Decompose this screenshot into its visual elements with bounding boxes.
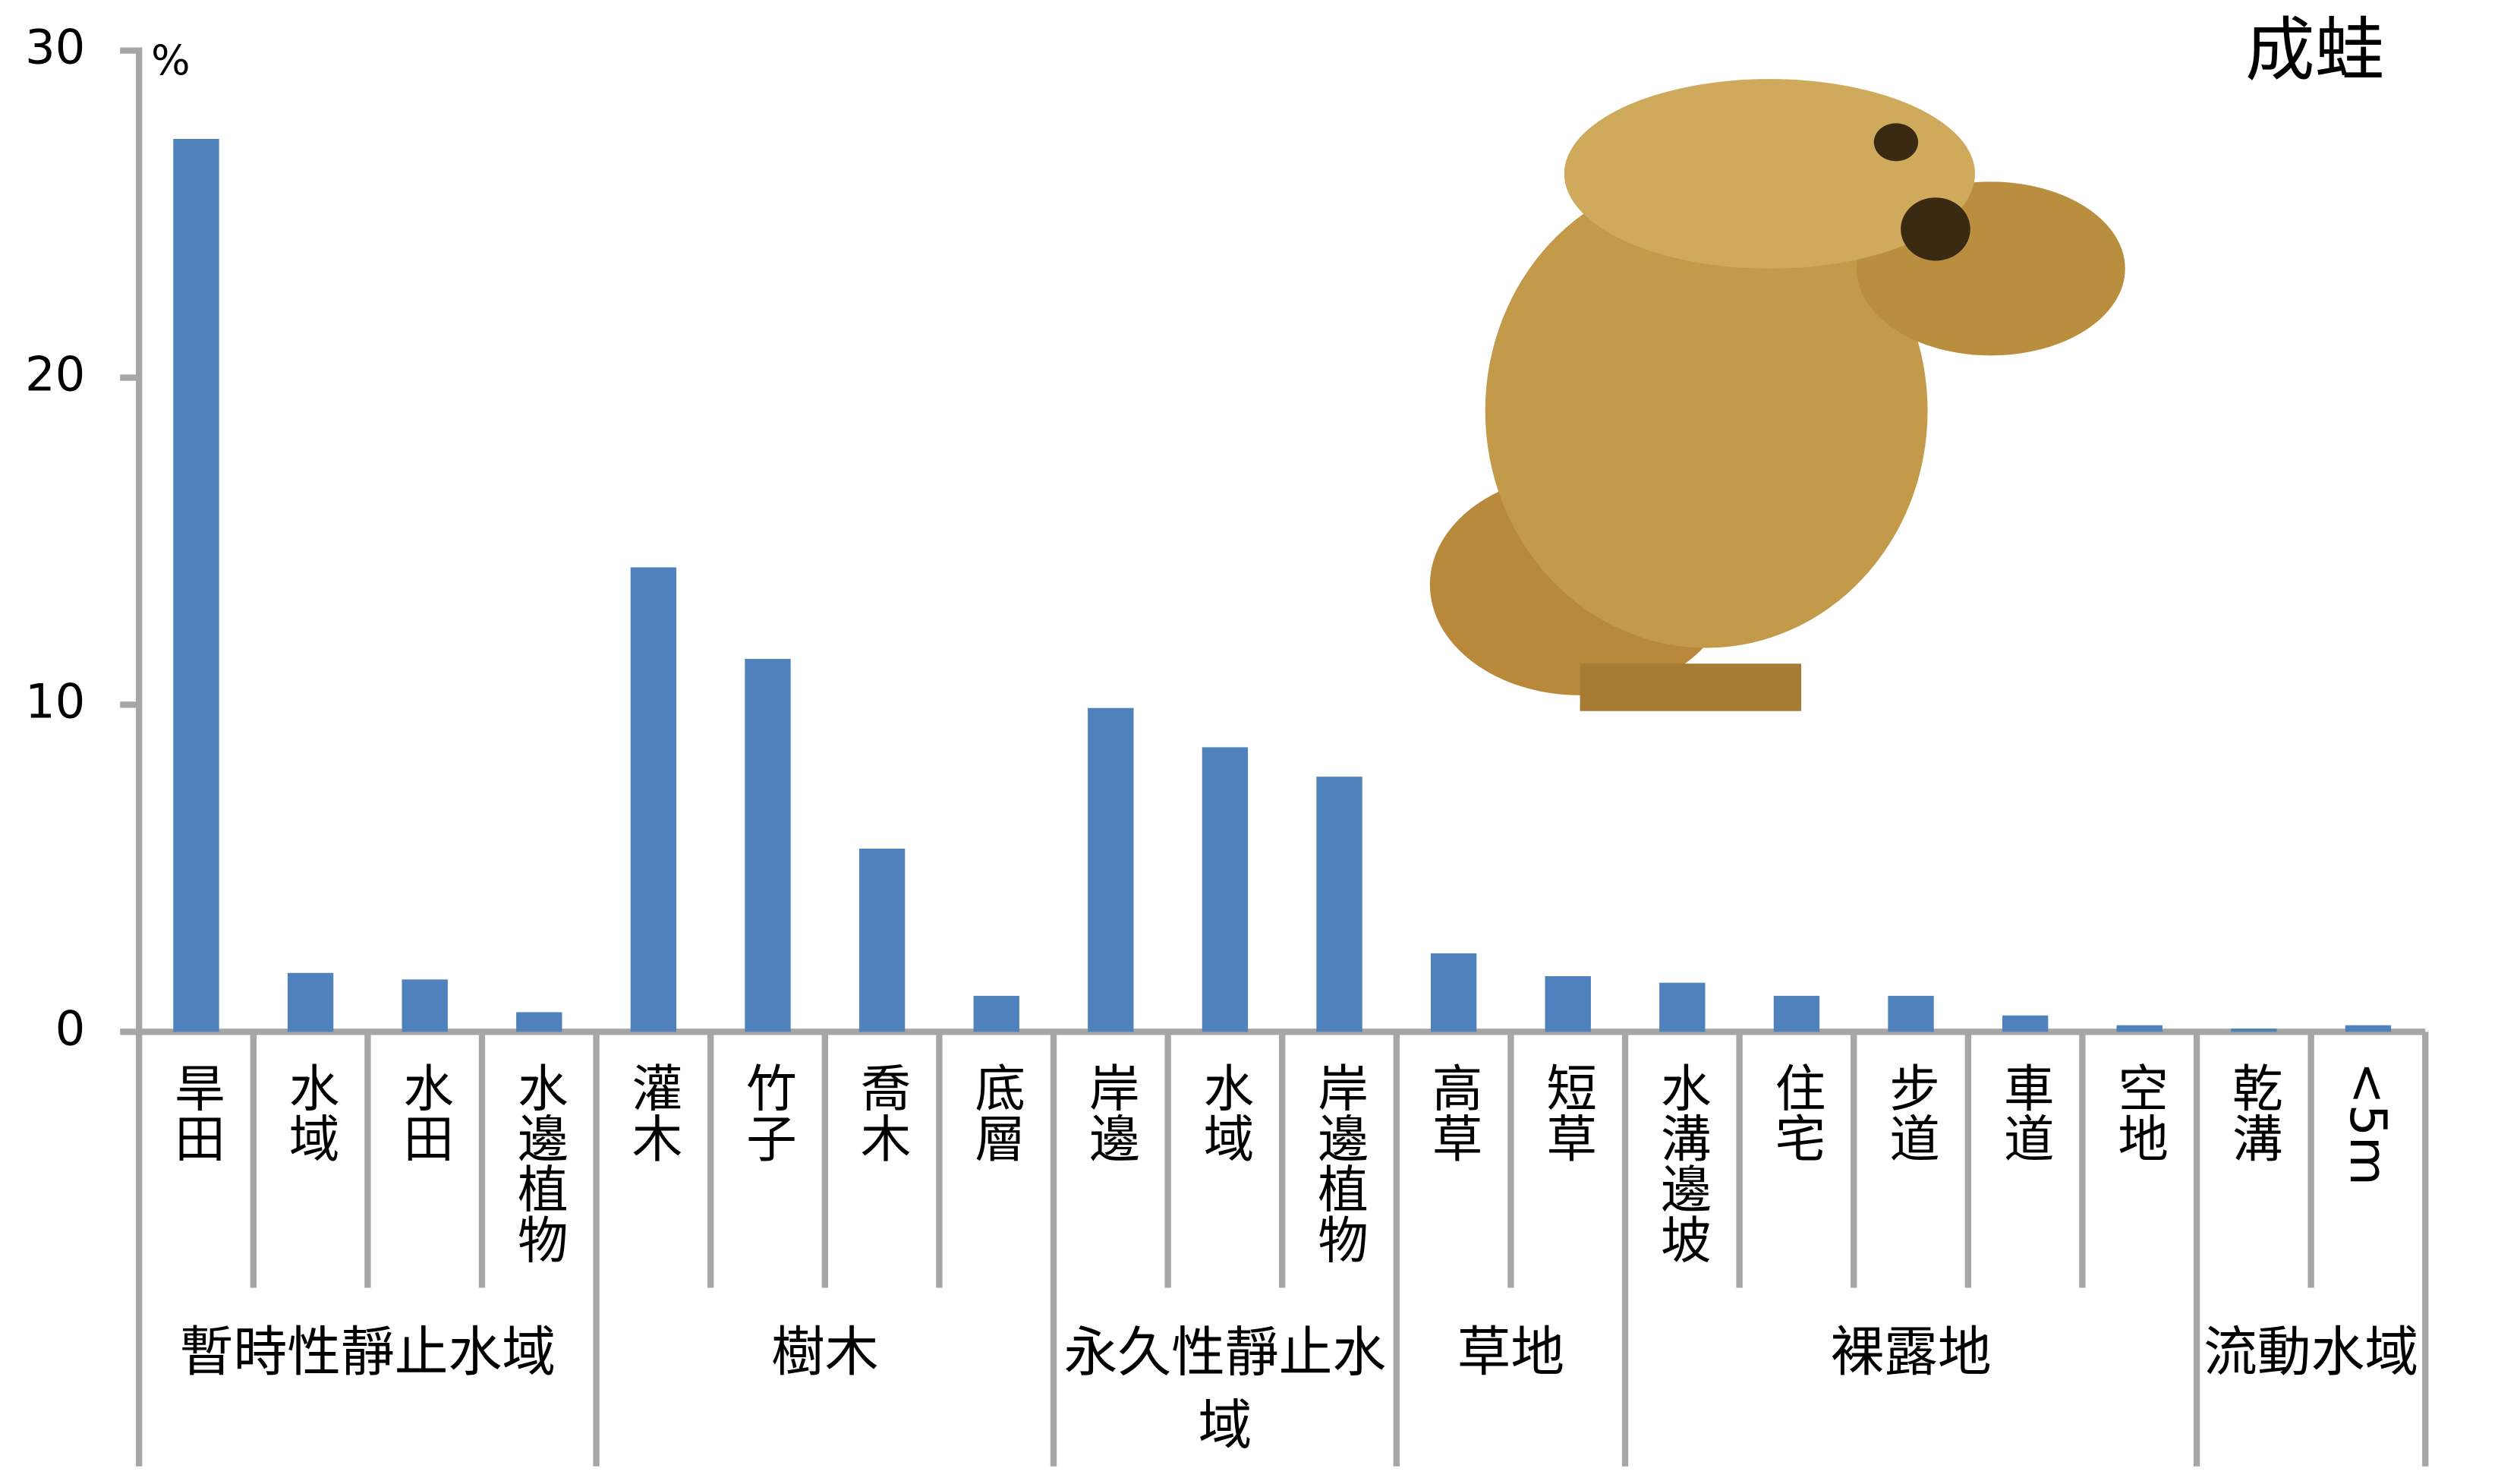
y-tick-label: 20 — [25, 347, 85, 402]
x-tick-label: 水域 — [281, 1062, 340, 1163]
x-tick-label: 乾溝 — [2224, 1062, 2283, 1163]
x-tick-label: 底層 — [967, 1062, 1026, 1163]
bar — [630, 567, 677, 1032]
x-tick-label: 岸邊 — [1081, 1062, 1140, 1163]
y-tick-label: 10 — [25, 673, 85, 729]
bar — [402, 979, 448, 1032]
x-tick-label: 水域 — [1195, 1062, 1255, 1163]
bar — [1773, 995, 1820, 1032]
x-tick-label: 岸邊植物 — [1310, 1062, 1369, 1264]
x-tick-label: 高草 — [1424, 1062, 1483, 1163]
group-label-line: 域 — [1199, 1393, 1252, 1456]
y-unit: % — [151, 36, 190, 84]
bar — [1659, 982, 1706, 1032]
x-tick-label: 灌木 — [624, 1062, 683, 1163]
x-tick-label: 水邊植物 — [509, 1062, 569, 1264]
x-tick-label: 住宅 — [1767, 1062, 1826, 1163]
bar — [1430, 953, 1477, 1032]
x-tick-label: 步道 — [1882, 1062, 1941, 1163]
x-tick-label: 旱田 — [166, 1062, 225, 1163]
group-label: 暫時性靜止水域 — [180, 1321, 556, 1384]
bar — [1316, 777, 1362, 1032]
bar — [2345, 1025, 2392, 1032]
y-tick-label: 0 — [55, 1000, 86, 1056]
bar — [516, 1012, 562, 1032]
bar — [2231, 1028, 2277, 1032]
bar — [2002, 1015, 2049, 1032]
bar — [973, 995, 1019, 1032]
bar — [1202, 747, 1249, 1032]
group-label: 裸露地 — [1830, 1321, 1991, 1384]
bar — [1888, 995, 1934, 1032]
x-tick-label: 車道 — [1996, 1062, 2055, 1163]
bar — [2116, 1025, 2163, 1032]
bar — [858, 848, 906, 1032]
bar — [745, 659, 791, 1032]
bar — [173, 138, 219, 1032]
group-label-line: 永久性靜止水 — [1064, 1321, 1387, 1384]
x-tick-label: 水田 — [395, 1062, 455, 1163]
x-tick-label: 喬木 — [852, 1062, 912, 1163]
group-label: 樹木 — [771, 1321, 879, 1384]
group-label: 永久性靜止水域 — [1064, 1321, 1387, 1457]
x-tick-label: 水溝邊坡 — [1652, 1062, 1712, 1264]
x-tick-label: <5m — [2339, 1062, 2398, 1186]
y-tick-label: 30 — [25, 20, 85, 75]
x-tick-label: 短草 — [1539, 1062, 1598, 1163]
bar — [1088, 707, 1134, 1032]
x-tick-label: 空地 — [2110, 1062, 2169, 1163]
bar — [1545, 976, 1591, 1032]
frog-illustration — [1429, 79, 2125, 711]
x-tick-label: 竹子 — [738, 1062, 797, 1163]
bar — [287, 972, 334, 1032]
chart-title: 成蛙 — [2245, 10, 2384, 91]
group-label: 流動水域 — [2203, 1321, 2418, 1384]
group-label: 草地 — [1457, 1321, 1565, 1384]
